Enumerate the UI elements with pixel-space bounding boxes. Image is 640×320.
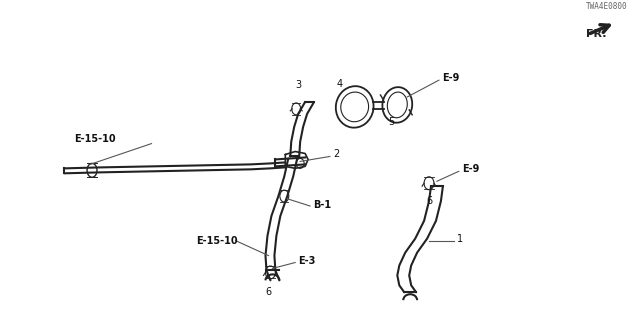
Text: E-9: E-9 [461,164,479,174]
Text: E-15-10: E-15-10 [74,134,116,144]
Text: E-3: E-3 [298,256,316,266]
Text: 6: 6 [426,196,432,206]
Text: E-9: E-9 [442,73,460,83]
Text: E-15-10: E-15-10 [196,236,237,246]
Text: FR.: FR. [586,28,606,38]
Text: 6: 6 [266,287,271,297]
Text: TWA4E0800: TWA4E0800 [586,2,627,11]
Text: B-1: B-1 [313,200,331,210]
Text: 2: 2 [333,149,339,159]
Text: 3: 3 [295,80,301,90]
Text: 4: 4 [337,79,343,89]
Text: 5: 5 [388,117,394,127]
Text: 1: 1 [457,234,463,244]
